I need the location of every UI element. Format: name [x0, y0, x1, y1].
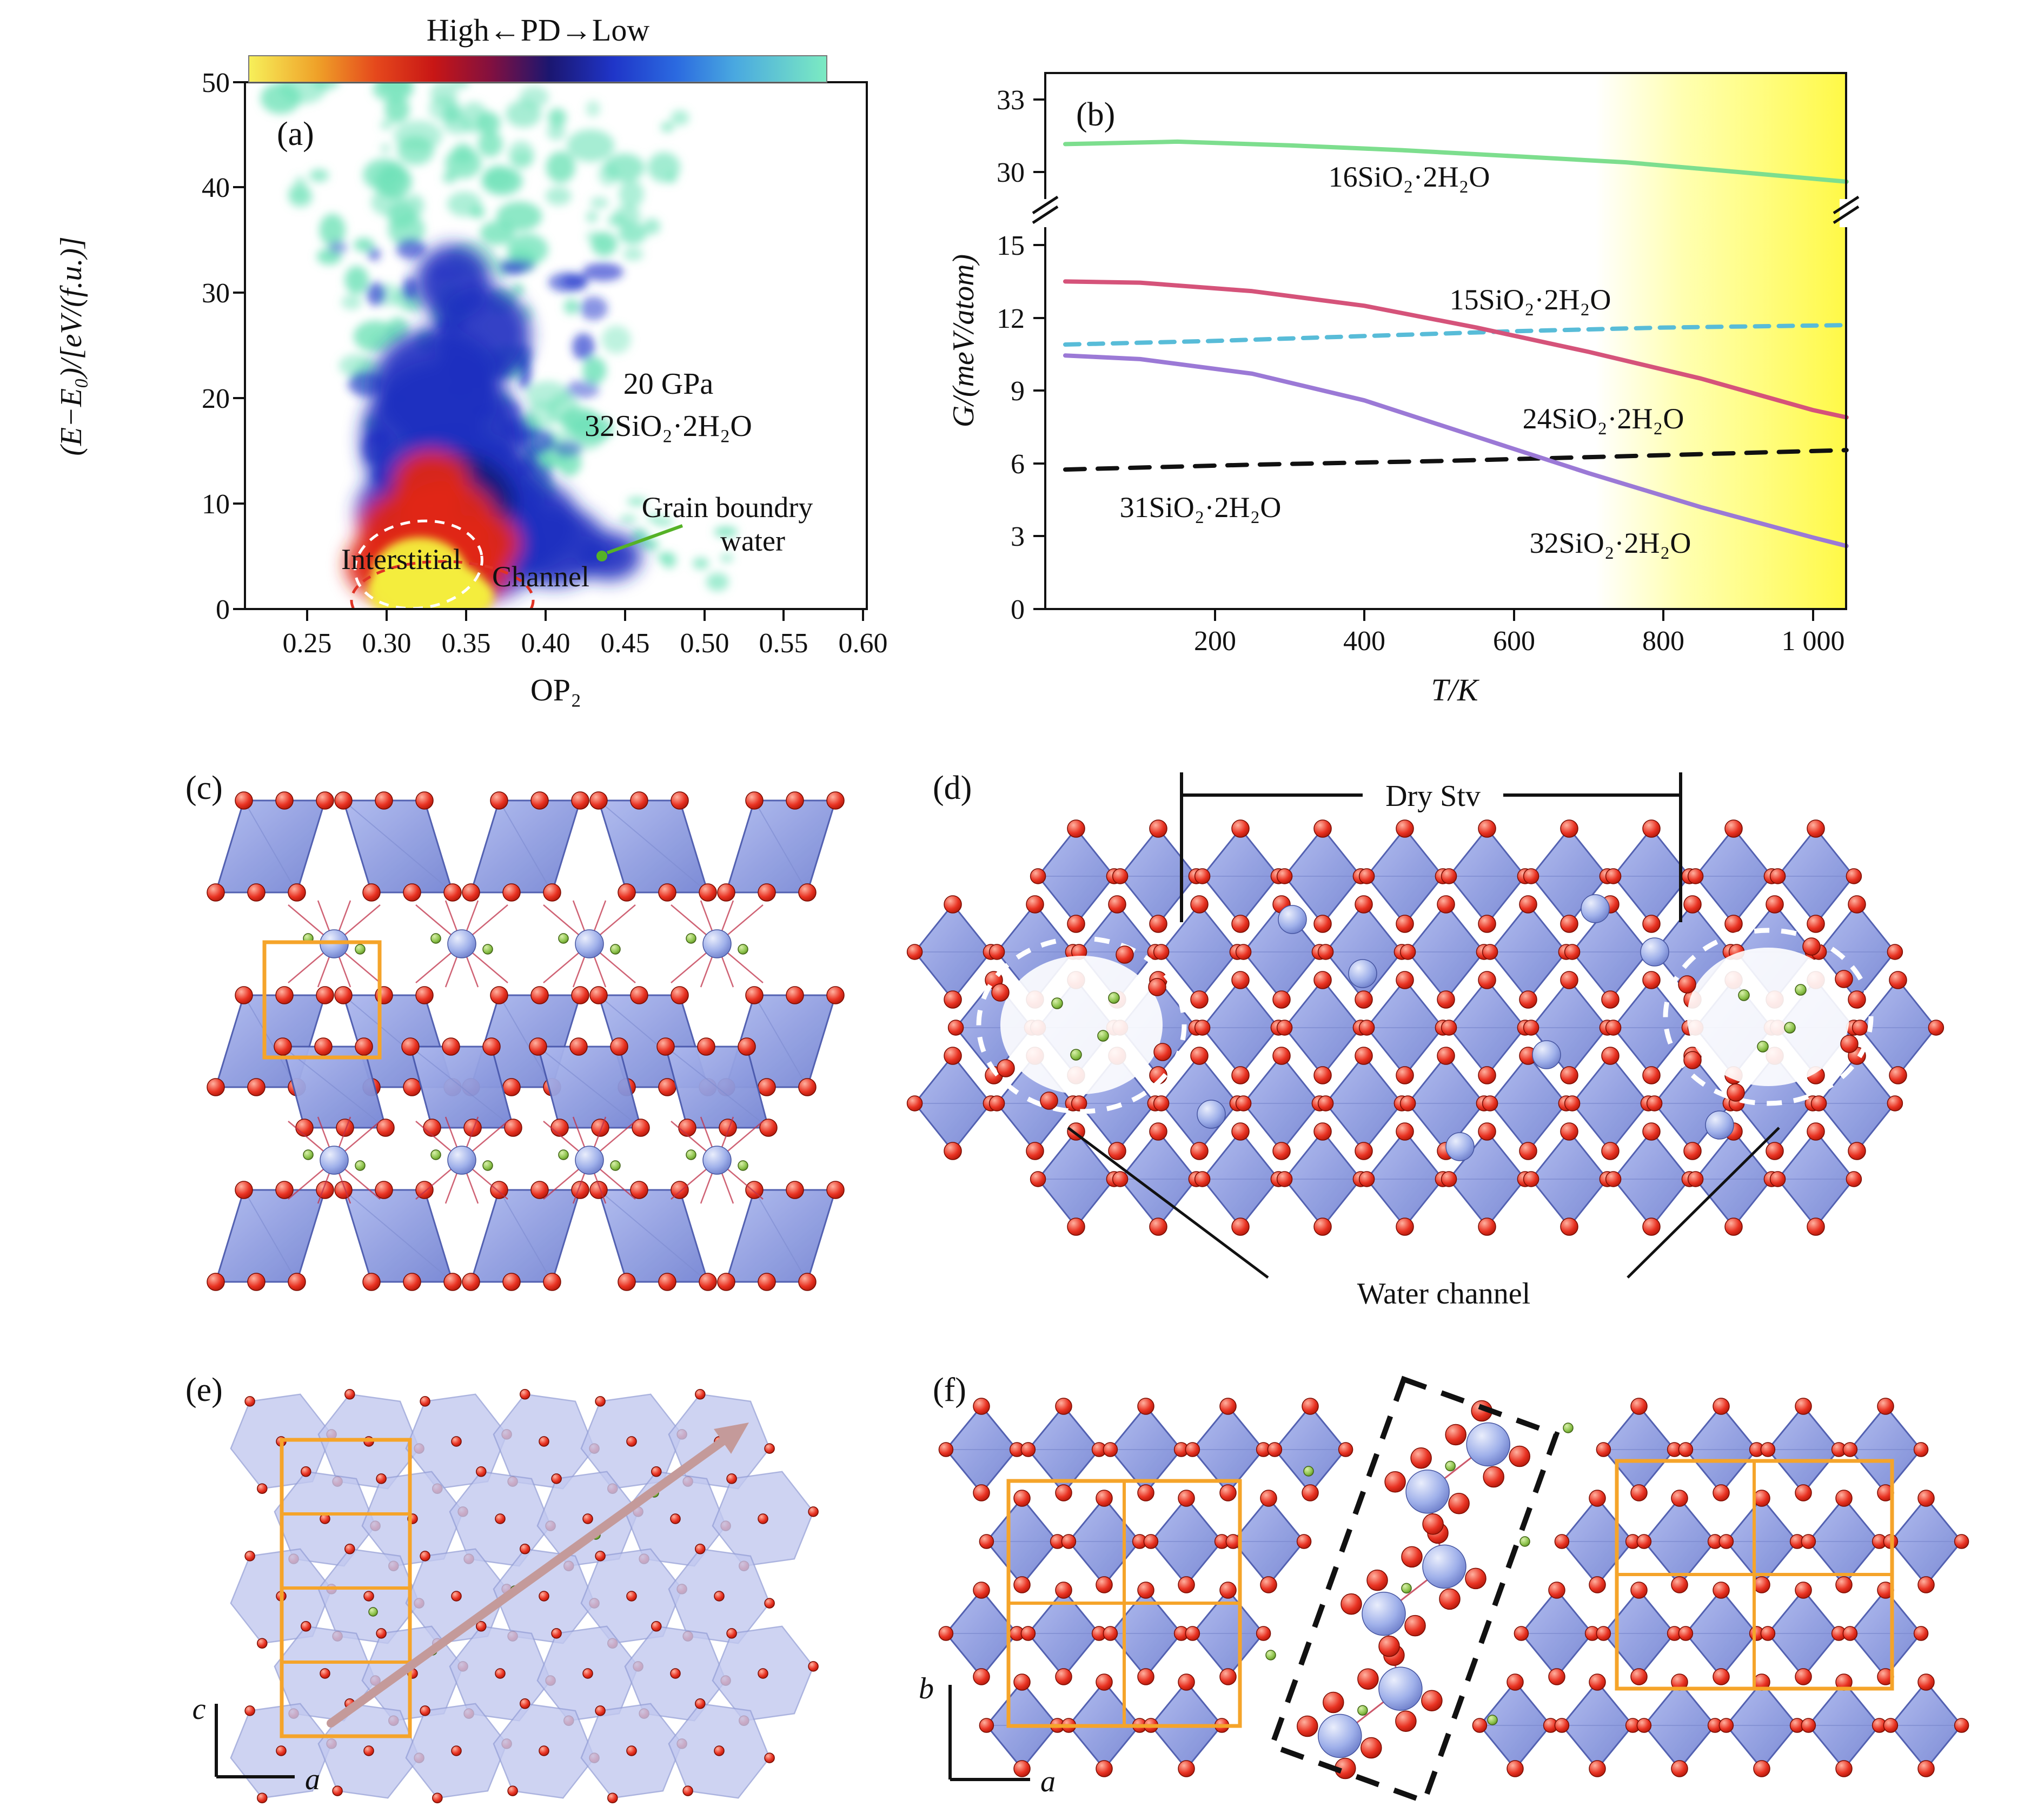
panel-f-structure — [938, 1398, 1969, 1779]
b-xlabel: T/K — [1431, 672, 1479, 707]
a-ytick-20: 20 — [202, 383, 230, 414]
water-channel-pointer-right — [1627, 1127, 1780, 1279]
grain-boundary-pointer — [606, 524, 683, 554]
b-series-label-32: 32SiO₂·2H₂O — [1530, 527, 1691, 559]
panel-c-structure — [207, 791, 845, 1291]
panel-d-label: (d) — [933, 770, 972, 806]
a-annotation-pressure: 20 GPa — [623, 367, 714, 401]
dry-stv-label: Dry Stv — [1385, 779, 1481, 813]
b-ytick-33: 33 — [997, 85, 1025, 116]
b-series-label-24: 24SiO₂·2H₂O — [1523, 402, 1684, 435]
b-xtick-600: 600 — [1493, 626, 1535, 657]
b-series-label-31: 31SiO₂·2H₂O — [1120, 491, 1282, 524]
a-xtick-045: 0.45 — [601, 628, 650, 659]
a-xtick-025: 0.25 — [283, 628, 332, 659]
a-annotation-grain-2: water — [720, 525, 785, 557]
channel-contour — [350, 560, 535, 608]
b-ytick-30: 30 — [997, 157, 1025, 188]
a-annotation-interstitial: Interstitial — [341, 543, 461, 575]
b-ylabel: G/(meV/atom) — [947, 254, 980, 427]
e-axes — [215, 1704, 295, 1778]
panel-a-contours — [350, 519, 535, 608]
panel-d-structure — [906, 819, 1945, 1236]
panel-c-label: (c) — [185, 770, 223, 806]
panel-e-label: (e) — [185, 1372, 223, 1408]
a-ytick-50: 50 — [202, 68, 230, 98]
f-axis-a-label: a — [1040, 1765, 1056, 1798]
a-ytick-30: 30 — [202, 278, 230, 309]
e-axis-a-label: a — [305, 1763, 320, 1796]
a-ylabel: (E−E₀)/[eV/(f.u.)] — [55, 236, 88, 456]
b-ytick-3: 3 — [1011, 521, 1025, 552]
panel-b-label: (b) — [1076, 96, 1115, 133]
a-xtick-055: 0.55 — [759, 628, 808, 659]
a-xtick-060: 0.60 — [839, 628, 888, 659]
colorbar-title: High←PD→Low — [427, 12, 650, 48]
panel-e-structure — [230, 1389, 819, 1803]
f-axis-b-label: b — [919, 1672, 934, 1705]
f-unit-cells — [1006, 1459, 1894, 1728]
b-ytick-0: 0 — [1011, 594, 1025, 625]
b-xtick-800: 800 — [1642, 626, 1684, 657]
a-annotation-grain-1: Grain boundry — [642, 491, 813, 524]
b-xtick-400: 400 — [1343, 626, 1385, 657]
water-channel-pointer-left — [1067, 1126, 1269, 1279]
a-annotation-channel: Channel — [492, 560, 589, 593]
f-hydrous-slab-outline — [1268, 1375, 1560, 1805]
panel-f-label: (f) — [933, 1372, 966, 1408]
panel-b-frame — [1044, 72, 1847, 610]
b-xtick-1000: 1 000 — [1782, 626, 1845, 657]
a-xtick-030: 0.30 — [362, 628, 412, 659]
a-xtick-050: 0.50 — [680, 628, 729, 659]
panel-a-density-map — [260, 83, 738, 608]
panel-a-ticks — [233, 81, 864, 621]
c-unit-cell — [262, 940, 382, 1060]
b-ytick-9: 9 — [1011, 376, 1025, 407]
b-ytick-15: 15 — [997, 230, 1025, 261]
grain-boundary-marker — [596, 551, 607, 561]
panel-b-ticks — [1033, 98, 1814, 621]
a-xlabel: OP₂ — [530, 672, 581, 707]
colorbar — [248, 55, 827, 83]
b-ytick-12: 12 — [997, 303, 1025, 334]
a-xtick-040: 0.40 — [521, 628, 570, 659]
panel-b-curves — [1063, 139, 1849, 548]
a-annotation-formula: 32SiO₂·2H₂O — [585, 409, 752, 443]
e-axis-c-label: c — [193, 1692, 206, 1726]
a-ytick-10: 10 — [202, 489, 230, 520]
b-ytick-6: 6 — [1011, 449, 1025, 480]
f-axes — [948, 1685, 1030, 1781]
b-xtick-200: 200 — [1194, 626, 1236, 657]
water-channel-label: Water channel — [1357, 1277, 1530, 1311]
a-ytick-40: 40 — [202, 173, 230, 203]
e-arrow — [327, 1423, 749, 1728]
a-ytick-0: 0 — [216, 594, 230, 625]
a-xtick-035: 0.35 — [442, 628, 491, 659]
b-series-label-15: 15SiO₂·2H₂O — [1450, 283, 1611, 316]
dry-stv-bracket — [1180, 772, 1682, 922]
axis-break-marks — [1032, 195, 1860, 227]
b-series-label-16: 16SiO₂·2H₂O — [1329, 161, 1490, 193]
panel-a-label: (a) — [277, 116, 314, 153]
e-unit-cells — [280, 1438, 412, 1738]
interstitial-contour — [354, 519, 483, 608]
